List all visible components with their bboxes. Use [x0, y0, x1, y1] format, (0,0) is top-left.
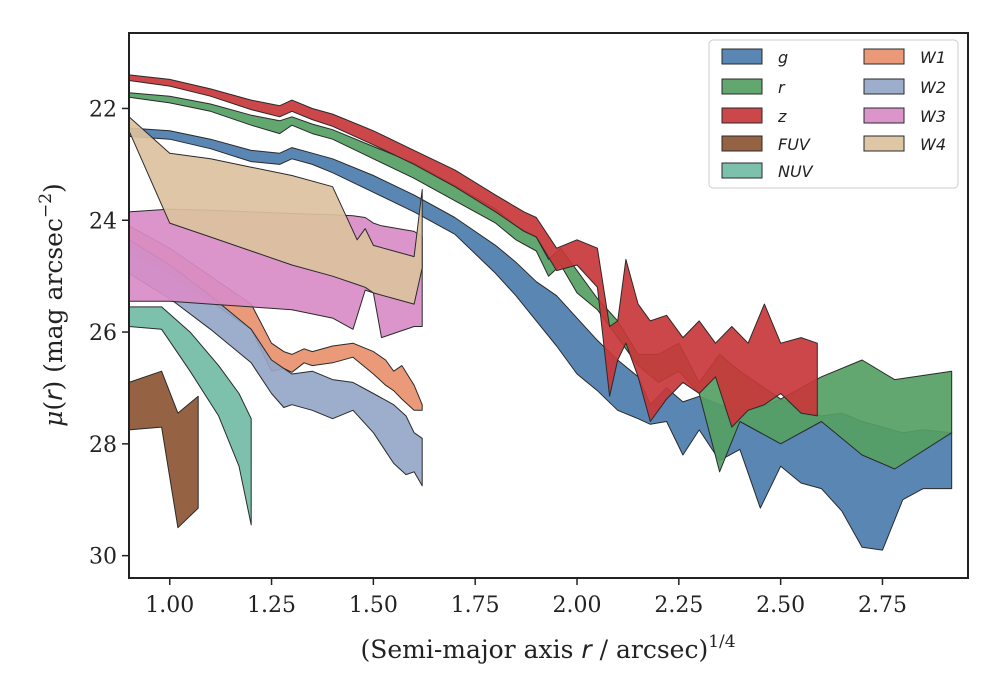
y-tick-label: 30 — [89, 545, 117, 570]
legend-swatch-nuv — [721, 162, 763, 179]
x-tick-label: 1.50 — [349, 593, 398, 618]
y-axis-title-var: r — [39, 389, 68, 401]
y-tick-label: 28 — [89, 433, 117, 458]
plot-frame — [128, 32, 969, 579]
legend-swatch-r — [721, 78, 763, 95]
legend-label-w2: W2 — [920, 78, 946, 97]
y-axis-title-exponent: −2 — [36, 193, 56, 218]
x-tick-label: 1.25 — [247, 593, 296, 618]
legend-swatch-w4 — [863, 135, 905, 152]
x-axis-title-exponent: 1/4 — [708, 632, 735, 652]
legend-swatch-w2 — [863, 78, 905, 95]
series-area-z — [128, 74, 818, 428]
y-tick-label: 26 — [89, 321, 117, 346]
x-tick-label: 2.25 — [654, 593, 703, 618]
x-tick-label: 1.00 — [145, 593, 194, 618]
y-axis-ticks: 22 24 26 28 30 — [89, 97, 129, 570]
series-area-nuv — [128, 306, 252, 526]
x-tick-label: 1.75 — [451, 593, 500, 618]
series-areas — [128, 74, 953, 551]
legend-swatch-z — [721, 107, 763, 124]
legend-label-g: g — [778, 48, 788, 67]
x-axis-title-mid: / arcsec) — [592, 635, 709, 664]
x-axis-title-prefix: (Semi-major axis — [360, 635, 581, 664]
legend-swatch-fuv — [721, 135, 763, 152]
x-tick-label: 2.00 — [553, 593, 602, 618]
legend-label-fuv: FUV — [778, 135, 811, 154]
legend-swatch-g — [721, 48, 763, 65]
x-axis-title: (Semi-major axis r / arcsec)1/4 — [360, 632, 735, 664]
legend-label-w1: W1 — [920, 48, 946, 67]
series-area-w4 — [128, 116, 423, 305]
y-axis-title-paren-open: ( — [39, 401, 68, 411]
y-axis-title-close: ) — [39, 183, 68, 193]
y-tick-label: 24 — [89, 209, 117, 234]
x-tick-label: 2.50 — [756, 593, 805, 618]
series-area-g — [128, 127, 953, 551]
legend-label-w3: W3 — [920, 107, 946, 126]
y-axis-title-mu: μ — [39, 411, 68, 427]
legend-swatch-w1 — [863, 48, 905, 65]
legend: grz FUV NUV W1 W2 W3 W4 — [708, 39, 959, 189]
legend-label-z: z — [777, 107, 787, 126]
legend-label-w4: W4 — [920, 135, 946, 154]
y-axis-title: μ(r) (mag arcsec−2) — [36, 183, 68, 427]
x-axis-title-var: r — [581, 635, 593, 664]
legend-label-r: r — [778, 78, 786, 97]
legend-swatch-w3 — [863, 107, 905, 124]
series-area-fuv — [128, 370, 199, 529]
x-axis-ticks: 1.00 1.25 1.50 1.75 2.00 2.25 2.50 2.75 — [145, 578, 907, 618]
legend-label-nuv: NUV — [778, 162, 814, 181]
y-tick-label: 22 — [89, 97, 117, 122]
x-tick-label: 2.75 — [858, 593, 907, 618]
y-axis-title-unit: ) (mag arcsec — [39, 218, 68, 391]
